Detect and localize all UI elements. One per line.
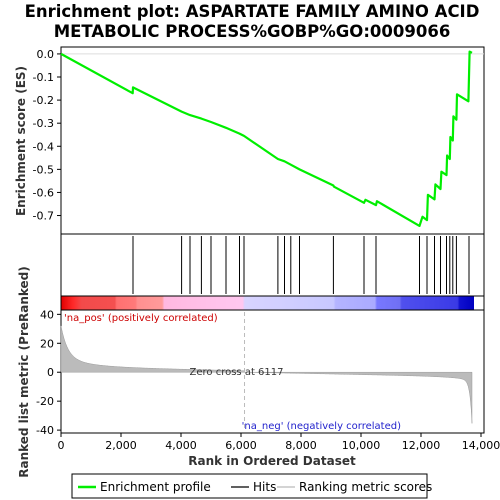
chart-title-line-2: METABOLIC PROCESS%GOBP%GO:0009066 [54, 22, 451, 41]
es-y-tick-label: -0.5 [33, 163, 54, 176]
enrichment-profile-line [60, 50, 473, 227]
zero-cross-label: Zero cross at 6117 [190, 367, 284, 378]
positive-correlation-label: 'na_pos' (positively correlated) [64, 313, 218, 324]
legend-ranking-metric-label: Ranking metric scores [299, 480, 432, 494]
hits-markers [132, 236, 470, 294]
legend-box [71, 473, 428, 499]
ranking-metric-area [60, 325, 473, 424]
legend-hits-label: Hits [253, 480, 276, 494]
legend-enrichment-profile-label: Enrichment profile [100, 480, 211, 494]
metric-y-tick-label: 20 [40, 337, 54, 350]
es-y-tick-label: -0.6 [33, 186, 54, 199]
es-y-tick-label: -0.4 [33, 140, 54, 153]
x-tick-label: 2,000 [105, 439, 137, 452]
es-y-axis-ticks: 0.0 -0.1 -0.2 -0.3 -0.4 -0.5 -0.6 -0.7 [33, 48, 61, 223]
metric-y-axis-ticks: 40 20 0 -20 -40 [36, 308, 61, 437]
x-tick-label: 0 [58, 439, 65, 452]
metric-y-tick-label: -40 [36, 424, 54, 437]
es-y-tick-label: -0.2 [33, 94, 54, 107]
hits-panel-frame [60, 233, 485, 297]
es-y-tick-label: 0.0 [37, 48, 55, 61]
x-tick-label: 12,000 [402, 439, 441, 452]
rank-color-bar [61, 296, 474, 310]
x-axis-label: Rank in Ordered Dataset [188, 454, 356, 468]
metric-x-axis-ticks: 0 2,000 4,000 6,000 8,000 10,000 12,000 14,000 [58, 433, 500, 452]
x-tick-label: 6,000 [225, 439, 257, 452]
es-panel-frame [60, 46, 485, 235]
x-tick-label: 8,000 [285, 439, 317, 452]
x-tick-label: 4,000 [165, 439, 197, 452]
x-tick-label: 14,000 [462, 439, 500, 452]
metric-y-tick-label: -20 [36, 395, 54, 408]
es-y-axis-label: Enrichment score (ES) [14, 66, 28, 216]
metric-y-tick-label: 40 [40, 308, 54, 321]
metric-y-axis-label: Ranked list metric (PreRanked) [17, 266, 31, 478]
es-y-tick-label: -0.7 [33, 210, 54, 223]
x-tick-label: 10,000 [342, 439, 381, 452]
metric-y-tick-label: 0 [47, 366, 54, 379]
negative-correlation-label: 'na_neg' (negatively correlated) [242, 421, 401, 432]
es-y-tick-label: -0.3 [33, 117, 54, 130]
metric-panel-frame [60, 309, 485, 434]
es-y-tick-label: -0.1 [33, 71, 54, 84]
chart-title-line-1: Enrichment plot: ASPARTATE FAMILY AMINO … [25, 2, 480, 21]
